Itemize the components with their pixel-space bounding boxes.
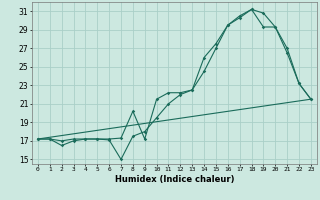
X-axis label: Humidex (Indice chaleur): Humidex (Indice chaleur) xyxy=(115,175,234,184)
